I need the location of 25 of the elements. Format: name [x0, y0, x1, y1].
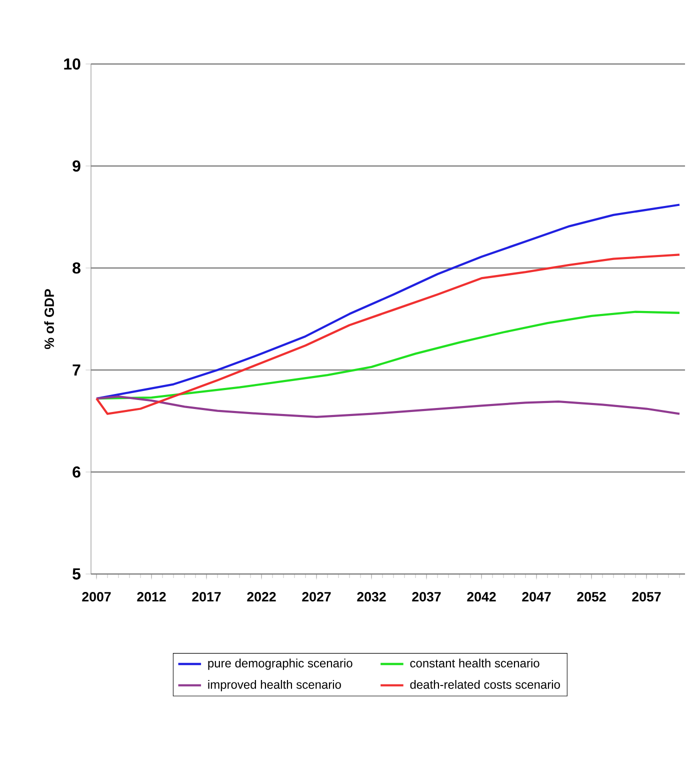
line-series [95, 254, 681, 415]
x-tick-label: 2027 [302, 592, 331, 602]
x-tick-label: 2042 [467, 592, 496, 602]
legend-label: improved health scenario [208, 680, 341, 692]
x-tick-label: 2022 [247, 592, 276, 602]
y-tick-label: 9 [72, 160, 80, 172]
legend-label: death-related costs scenario [410, 680, 560, 689]
y-tick-label: 6 [72, 466, 80, 478]
line-series [95, 395, 681, 418]
legend-label: constant health scenario [410, 658, 540, 668]
y-tick-label: 7 [72, 364, 80, 376]
x-tick-label: 2037 [412, 592, 441, 602]
legend-label: pure demographic scenario [208, 658, 352, 670]
x-tick-label: 2052 [577, 592, 606, 602]
y-tick-label: 10 [64, 58, 80, 70]
x-tick-label: 2007 [82, 592, 111, 602]
y-axis-title: % of GDP [44, 289, 54, 350]
y-tick-label: 5 [72, 568, 81, 580]
x-tick-label: 2057 [632, 592, 661, 602]
line-series [95, 204, 681, 400]
x-tick-label: 2047 [522, 592, 551, 602]
x-tick-label: 2017 [192, 592, 221, 602]
x-tick-label: 2032 [357, 592, 386, 602]
x-tick-label: 2012 [137, 592, 166, 602]
y-tick-label: 8 [72, 262, 80, 274]
